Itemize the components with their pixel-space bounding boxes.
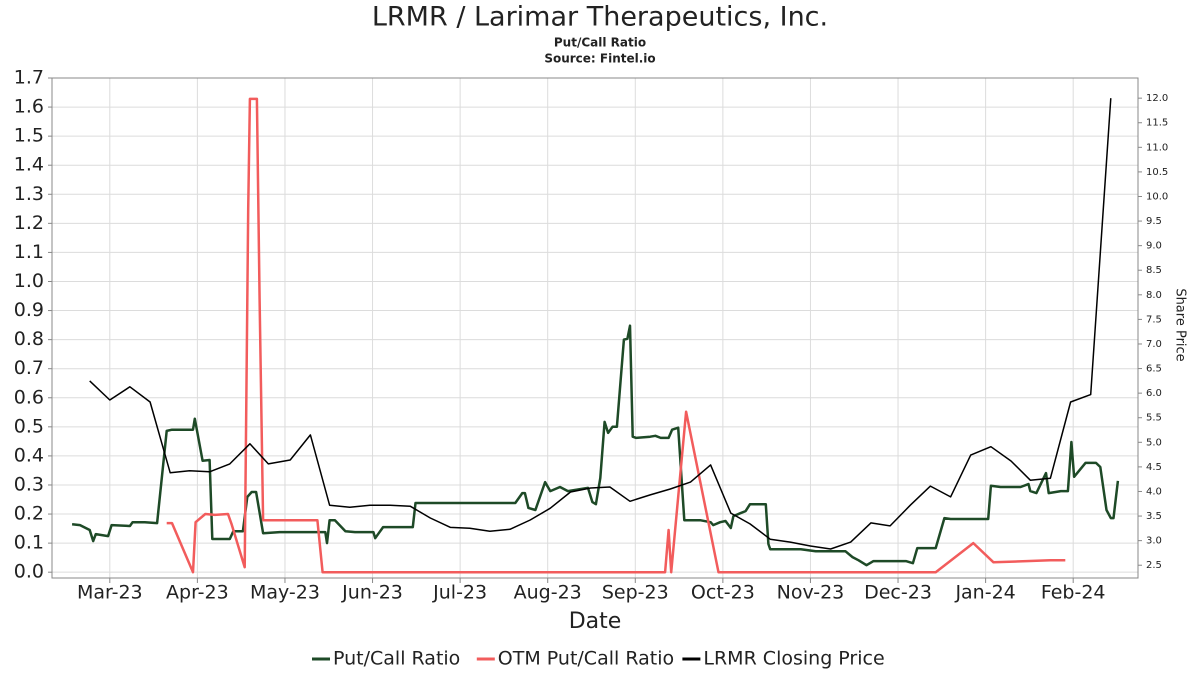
x-tick-label: Dec-23 <box>864 582 932 604</box>
x-axis-label: Date <box>569 609 622 634</box>
y-tick-label: 0.2 <box>14 503 44 525</box>
y2-tick-label: 8.5 <box>1146 265 1162 276</box>
y2-tick-label: 3.0 <box>1146 536 1162 547</box>
y2-tick-label: 5.5 <box>1146 413 1162 424</box>
legend: Put/Call Ratio OTM Put/Call Ratio LRMR Clo… <box>312 648 885 670</box>
x-tick-label: Feb-24 <box>1041 582 1106 604</box>
x-tick-label: Jun-23 <box>341 582 403 604</box>
y2-tick-label: 4.5 <box>1146 462 1162 473</box>
y2-tick-label: 6.0 <box>1146 388 1162 399</box>
chart-title: LRMR / Larimar Therapeutics, Inc. <box>372 2 828 33</box>
y-tick-label: 1.3 <box>14 183 44 205</box>
y2-tick-label: 3.5 <box>1146 511 1162 522</box>
y2-tick-label: 9.0 <box>1146 241 1162 252</box>
y2-tick-label: 2.5 <box>1146 560 1162 571</box>
y-tick-label: 1.4 <box>14 154 44 176</box>
series-line <box>89 98 1112 550</box>
legend-label: LRMR Closing Price <box>703 648 884 670</box>
y-tick-label: 1.7 <box>14 67 44 89</box>
y2-tick-label: 6.5 <box>1146 364 1162 375</box>
y-tick-label: 0.1 <box>14 532 44 554</box>
x-tick-label: May-23 <box>250 582 320 604</box>
y-tick-label: 1.1 <box>14 241 44 263</box>
y-tick-label: 1.6 <box>14 96 44 118</box>
legend-label: OTM Put/Call Ratio <box>498 648 674 670</box>
plot-frame <box>51 77 1139 579</box>
y-tick-label: 0.3 <box>14 473 44 495</box>
chart-source: Source: Fintel.io <box>544 52 655 66</box>
y-tick-label: 0.9 <box>14 299 44 321</box>
y2-tick-label: 5.0 <box>1146 437 1162 448</box>
y-tick-label: 1.0 <box>14 270 44 292</box>
y-tick-label: 1.5 <box>14 125 44 147</box>
y2-tick-label: 11.0 <box>1146 142 1168 153</box>
x-tick-label: Sep-23 <box>602 582 669 604</box>
x-tick-label: Aug-23 <box>514 582 582 604</box>
x-tick-label: Oct-23 <box>691 582 755 604</box>
y-tick-label: 1.2 <box>14 212 44 234</box>
y-tick-label: 0.8 <box>14 328 44 350</box>
plot-lines <box>71 97 1120 574</box>
y-tick-label: 0.6 <box>14 386 44 408</box>
legend-label: Put/Call Ratio <box>333 648 460 670</box>
x-tick-label: Nov-23 <box>777 582 845 604</box>
y2-tick-label: 10.5 <box>1146 167 1168 178</box>
x-tick-label: Jul-23 <box>432 582 487 604</box>
y-tick-label: 0.5 <box>14 415 44 437</box>
y2-tick-label: 8.0 <box>1146 290 1162 301</box>
y2-tick-label: 9.5 <box>1146 216 1162 227</box>
x-tick-label: Apr-23 <box>166 582 229 604</box>
y2-tick-label: 4.0 <box>1146 486 1162 497</box>
y-tick-label: 0.0 <box>14 561 44 583</box>
chart-subtitle: Put/Call Ratio <box>554 36 646 50</box>
y2-tick-label: 7.0 <box>1146 339 1162 350</box>
y-tick-label: 0.7 <box>14 357 44 379</box>
y2-tick-label: 11.5 <box>1146 118 1168 129</box>
y2-tick-label: 12.0 <box>1146 93 1168 104</box>
y2-tick-label: 10.0 <box>1146 191 1168 202</box>
series-line <box>166 97 1066 574</box>
x-tick-label: Mar-23 <box>77 582 143 604</box>
series-line <box>71 324 1120 567</box>
x-tick-label: Jan-24 <box>954 582 1015 604</box>
y-tick-label: 0.4 <box>14 444 44 466</box>
y2-tick-label: 7.5 <box>1146 314 1162 325</box>
axes: Mar-23 Apr-23 May-23 Jun-23 Jul-23 Aug-23 Sep-… <box>14 67 1168 604</box>
y2-axis-label: Share Price <box>1173 288 1188 361</box>
